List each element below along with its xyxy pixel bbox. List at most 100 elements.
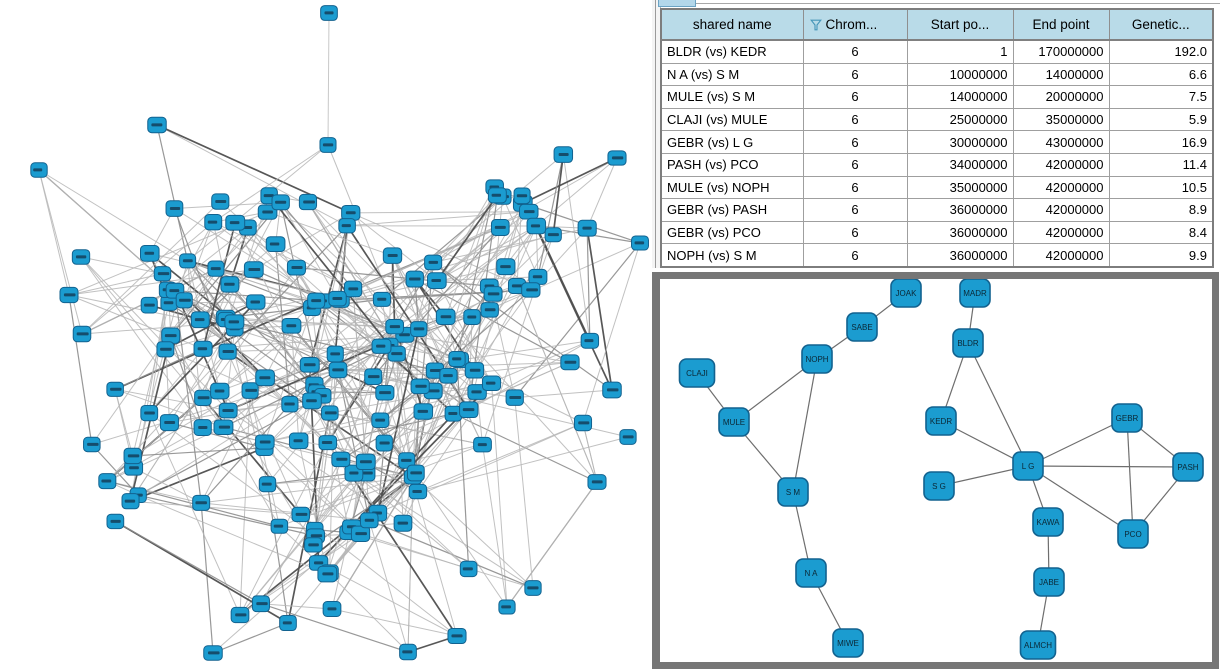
network-node[interactable] xyxy=(544,227,562,243)
column-header-genetic[interactable]: Genetic... xyxy=(1108,8,1214,41)
network-node[interactable] xyxy=(371,338,392,354)
network-node[interactable] xyxy=(375,434,393,452)
table-cell[interactable]: GEBR (vs) L G xyxy=(660,130,804,154)
table-cell[interactable]: GEBR (vs) PCO xyxy=(660,220,804,245)
network-node[interactable] xyxy=(302,392,322,410)
table-cell[interactable]: 43000000 xyxy=(1012,130,1110,154)
network-node[interactable] xyxy=(459,560,478,578)
table-row[interactable]: GEBR (vs) L G 6 30000000 43000000 16.9 xyxy=(660,130,1214,154)
network-node[interactable] xyxy=(140,296,158,314)
network-node[interactable] xyxy=(218,343,237,360)
network-node[interactable] xyxy=(193,340,213,357)
network-node-PCO[interactable]: PCO xyxy=(1117,519,1149,549)
network-node[interactable] xyxy=(424,254,443,271)
table-cell[interactable]: 1 xyxy=(906,39,1014,64)
network-node[interactable] xyxy=(619,429,637,445)
table-cell[interactable]: 14000000 xyxy=(1012,62,1110,87)
network-node[interactable] xyxy=(220,276,240,293)
table-cell[interactable]: 36000000 xyxy=(906,243,1014,268)
table-cell[interactable]: 10000000 xyxy=(906,62,1014,87)
table-cell[interactable]: 35000000 xyxy=(906,175,1014,200)
network-node[interactable] xyxy=(498,599,516,615)
column-header-end-point[interactable]: End point xyxy=(1012,8,1110,41)
network-node-SM[interactable]: S M xyxy=(777,477,809,507)
network-node-MULE[interactable]: MULE xyxy=(718,407,750,437)
network-node[interactable] xyxy=(213,419,234,436)
network-node[interactable] xyxy=(121,493,140,510)
network-node[interactable] xyxy=(318,435,338,451)
network-node[interactable] xyxy=(106,381,124,397)
network-node[interactable] xyxy=(123,447,142,465)
network-node[interactable] xyxy=(291,506,310,523)
network-node[interactable] xyxy=(385,319,404,335)
network-node[interactable] xyxy=(448,350,466,367)
network-node[interactable] xyxy=(193,419,212,436)
network-node[interactable] xyxy=(98,473,117,490)
table-cell[interactable]: 6 xyxy=(802,220,908,245)
table-cell[interactable]: N A (vs) S M xyxy=(660,62,804,87)
network-node[interactable] xyxy=(298,193,318,211)
network-node[interactable] xyxy=(317,565,338,583)
table-row[interactable]: NOPH (vs) S M 6 36000000 42000000 9.9 xyxy=(660,243,1214,268)
network-edge-LG-PCO[interactable] xyxy=(1027,465,1134,535)
network-node[interactable] xyxy=(521,282,541,298)
network-node[interactable] xyxy=(281,318,302,334)
network-node[interactable] xyxy=(331,451,351,468)
network-node[interactable] xyxy=(326,345,344,363)
network-node[interactable] xyxy=(204,214,223,231)
network-node-MADR[interactable]: MADR xyxy=(959,279,991,308)
network-node[interactable] xyxy=(218,402,238,419)
table-cell[interactable]: 7.5 xyxy=(1108,85,1214,109)
network-node[interactable] xyxy=(30,162,48,178)
table-cell[interactable]: MULE (vs) S M xyxy=(660,85,804,109)
network-node[interactable] xyxy=(519,203,539,220)
filter-icon[interactable] xyxy=(809,19,822,31)
network-node[interactable] xyxy=(459,401,479,419)
network-node[interactable] xyxy=(371,412,390,429)
network-node[interactable] xyxy=(526,217,547,235)
table-row[interactable]: PASH (vs) PCO 6 34000000 42000000 11.4 xyxy=(660,152,1214,177)
table-row[interactable]: GEBR (vs) PCO 6 36000000 42000000 8.4 xyxy=(660,220,1214,245)
overview-network-panel[interactable] xyxy=(0,0,652,669)
table-cell[interactable]: 42000000 xyxy=(1012,175,1110,200)
network-node[interactable] xyxy=(257,204,278,220)
network-node[interactable] xyxy=(398,452,416,469)
network-node-SABE[interactable]: SABE xyxy=(846,312,878,342)
network-node[interactable] xyxy=(279,614,297,632)
table-cell[interactable]: 20000000 xyxy=(1012,85,1110,109)
table-cell[interactable]: 42000000 xyxy=(1012,220,1110,245)
table-cell[interactable]: 6.6 xyxy=(1108,62,1214,87)
network-node[interactable] xyxy=(528,268,548,285)
network-node[interactable] xyxy=(343,280,363,298)
network-edge-BLDR-LG[interactable] xyxy=(967,342,1029,467)
network-node[interactable] xyxy=(124,460,144,476)
table-cell[interactable]: 16.9 xyxy=(1108,130,1214,154)
network-node[interactable] xyxy=(631,235,649,251)
network-node[interactable] xyxy=(408,483,428,500)
network-node[interactable] xyxy=(483,286,503,302)
network-node[interactable] xyxy=(577,219,597,237)
network-node[interactable] xyxy=(83,436,101,453)
network-node[interactable] xyxy=(207,260,225,277)
column-header-start-po[interactable]: Start po... xyxy=(906,8,1014,41)
network-node[interactable] xyxy=(487,187,507,204)
network-node[interactable] xyxy=(147,116,167,134)
network-edge-NOPH-SM[interactable] xyxy=(792,358,818,493)
network-node[interactable] xyxy=(72,325,92,343)
network-node-MIWE[interactable]: MIWE xyxy=(832,628,864,658)
network-node-CLAJI[interactable]: CLAJI xyxy=(678,358,716,388)
network-node[interactable] xyxy=(271,194,290,211)
subnetwork-canvas[interactable]: JOAK MADR SABE NOPH BLDR CLAJI MULE KEDR GEBR L G… xyxy=(660,279,1212,662)
table-cell[interactable]: 14000000 xyxy=(906,85,1014,109)
table-cell[interactable]: 9.9 xyxy=(1108,243,1214,268)
network-node[interactable] xyxy=(375,385,395,401)
network-node[interactable] xyxy=(355,453,376,471)
network-node[interactable] xyxy=(299,357,320,373)
network-node[interactable] xyxy=(481,375,502,391)
network-node[interactable] xyxy=(270,518,289,534)
network-node[interactable] xyxy=(179,253,197,269)
network-node[interactable] xyxy=(161,327,181,344)
table-cell[interactable]: 6 xyxy=(802,62,908,87)
network-node[interactable] xyxy=(156,341,175,358)
network-node-JABE[interactable]: JABE xyxy=(1033,567,1065,597)
